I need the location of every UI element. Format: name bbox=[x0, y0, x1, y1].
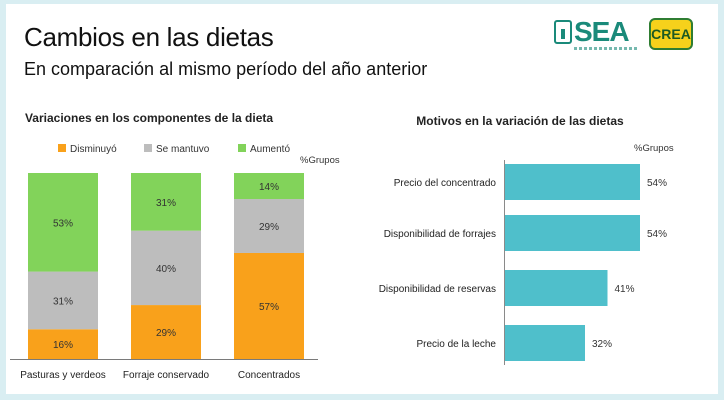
bar-segment-unchanged bbox=[28, 271, 98, 330]
bar-segment-unchanged bbox=[234, 199, 304, 253]
y-tick-label: Precio del concentrado bbox=[394, 178, 497, 189]
bar-data-label: 16% bbox=[53, 340, 73, 351]
sea-logo-text: SEA bbox=[574, 16, 630, 47]
chart-right-title: Motivos en la variación de las dietas bbox=[416, 114, 624, 128]
hbar-data-label: 32% bbox=[592, 339, 612, 350]
page-subtitle: En comparación al mismo período del año … bbox=[24, 59, 428, 79]
y-tick-label: Disponibilidad de forrajes bbox=[384, 229, 496, 240]
legend-swatch-decreased bbox=[58, 144, 66, 152]
horizontal-bar-chart: Motivos en la variación de las dietas %Gr… bbox=[379, 114, 674, 365]
x-tick-label: Forraje conservado bbox=[123, 370, 210, 381]
legend-label-decreased: Disminuyó bbox=[70, 144, 117, 155]
chart-right-unit-label: %Grupos bbox=[634, 143, 674, 154]
bar-segment-decreased bbox=[234, 252, 304, 359]
y-tick-label: Precio de la leche bbox=[417, 339, 497, 350]
bar-data-label: 40% bbox=[156, 264, 176, 275]
hbar bbox=[505, 164, 640, 200]
bar-segment-increased bbox=[131, 173, 201, 231]
chart-left-title: Variaciones en los componentes de la die… bbox=[25, 111, 273, 125]
page-title: Cambios en las dietas bbox=[24, 22, 274, 52]
hbar-data-label: 54% bbox=[647, 229, 667, 240]
bar-segment-increased bbox=[234, 173, 304, 200]
bar-data-label: 57% bbox=[259, 302, 279, 313]
hbar-data-label: 41% bbox=[615, 284, 635, 295]
bar-data-label: 31% bbox=[156, 198, 176, 209]
y-tick-label: Disponibilidad de reservas bbox=[379, 284, 496, 295]
bar-segment-increased bbox=[28, 173, 98, 272]
bar-segment-decreased bbox=[131, 305, 201, 359]
bar-data-label: 29% bbox=[259, 222, 279, 233]
bar-segment-unchanged bbox=[131, 230, 201, 306]
bar-data-label: 53% bbox=[53, 218, 73, 229]
stacked-bar-chart: Variaciones en los componentes de la die… bbox=[10, 111, 340, 381]
hbar bbox=[505, 270, 608, 306]
hbar-data-label: 54% bbox=[647, 178, 667, 189]
legend-label-increased: Aumentó bbox=[250, 144, 290, 155]
bar-data-label: 29% bbox=[156, 328, 176, 339]
legend-swatch-unchanged bbox=[144, 144, 152, 152]
hbar bbox=[505, 325, 585, 361]
bar-segment-decreased bbox=[28, 329, 98, 359]
x-tick-label: Concentrados bbox=[238, 370, 300, 381]
bar-data-label: 31% bbox=[53, 296, 73, 307]
x-tick-label: Pasturas y verdeos bbox=[20, 370, 106, 381]
sea-logo-tagline bbox=[574, 47, 638, 50]
slide: Cambios en las dietas En comparación al … bbox=[6, 4, 718, 394]
sea-logo: SEA bbox=[554, 16, 638, 56]
bar-data-label: 14% bbox=[259, 182, 279, 193]
crea-logo: CREA bbox=[649, 18, 693, 50]
legend-swatch-increased bbox=[238, 144, 246, 152]
chart-left-unit-label: %Grupos bbox=[300, 155, 340, 166]
hbar bbox=[505, 215, 640, 251]
legend-label-unchanged: Se mantuvo bbox=[156, 144, 210, 155]
sea-logo-icon bbox=[554, 20, 572, 44]
